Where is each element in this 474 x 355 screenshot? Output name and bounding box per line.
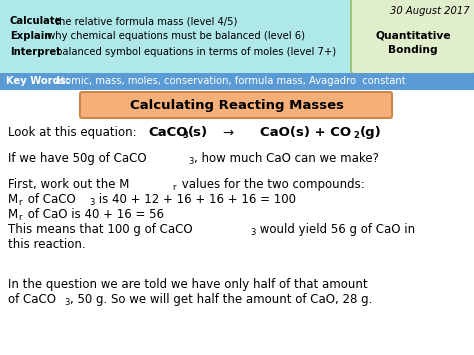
Text: 30 August 2017: 30 August 2017 — [391, 6, 470, 16]
Text: CaO(s) + CO: CaO(s) + CO — [260, 126, 351, 139]
Text: values for the two compounds:: values for the two compounds: — [178, 178, 365, 191]
Text: First, work out the M: First, work out the M — [8, 178, 129, 191]
FancyBboxPatch shape — [351, 0, 474, 74]
Text: Interpret: Interpret — [10, 47, 61, 57]
Text: 3: 3 — [89, 198, 94, 207]
Text: M: M — [8, 208, 18, 221]
Text: of CaCO: of CaCO — [24, 193, 76, 206]
Text: CaCO: CaCO — [148, 126, 188, 139]
Text: Look at this equation:: Look at this equation: — [8, 126, 140, 139]
Bar — [0, 73, 474, 90]
FancyBboxPatch shape — [0, 0, 354, 74]
Text: atomic, mass, moles, conservation, formula mass, Avagadro  constant: atomic, mass, moles, conservation, formu… — [52, 76, 406, 87]
Text: , how much CaO can we make?: , how much CaO can we make? — [194, 152, 379, 165]
Text: of CaO is 40 + 16 = 56: of CaO is 40 + 16 = 56 — [24, 208, 164, 221]
Text: this reaction.: this reaction. — [8, 238, 86, 251]
Text: Key Words:: Key Words: — [6, 76, 70, 87]
Text: Bonding: Bonding — [388, 45, 438, 55]
Text: , 50 g. So we will get half the amount of CaO, 28 g.: , 50 g. So we will get half the amount o… — [70, 293, 373, 306]
Text: 3: 3 — [64, 298, 69, 307]
Text: of CaCO: of CaCO — [8, 293, 56, 306]
Text: Quantitative: Quantitative — [375, 31, 451, 41]
Text: r: r — [18, 213, 21, 222]
Text: If we have 50g of CaCO: If we have 50g of CaCO — [8, 152, 146, 165]
Text: 2: 2 — [353, 131, 359, 140]
Text: M: M — [8, 193, 18, 206]
Text: r: r — [172, 183, 175, 192]
Text: balanced symbol equations in terms of moles (level 7+): balanced symbol equations in terms of mo… — [53, 47, 336, 57]
Text: r: r — [18, 198, 21, 207]
Text: 3: 3 — [250, 228, 255, 237]
FancyBboxPatch shape — [80, 92, 392, 118]
Text: is 40 + 12 + 16 + 16 + 16 = 100: is 40 + 12 + 16 + 16 + 16 = 100 — [95, 193, 296, 206]
Text: Calculate: Calculate — [10, 16, 63, 26]
Text: 3: 3 — [188, 157, 193, 166]
Text: Explain: Explain — [10, 31, 51, 41]
Text: (g): (g) — [360, 126, 382, 139]
Text: In the question we are told we have only half of that amount: In the question we are told we have only… — [8, 278, 368, 291]
Text: (s): (s) — [188, 126, 208, 139]
Text: 3: 3 — [182, 131, 188, 140]
Text: →: → — [222, 127, 233, 140]
Text: This means that 100 g of CaCO: This means that 100 g of CaCO — [8, 223, 192, 236]
Text: would yield 56 g of CaO in: would yield 56 g of CaO in — [256, 223, 415, 236]
Text: the relative formula mass (level 4/5): the relative formula mass (level 4/5) — [52, 16, 237, 26]
Text: Calculating Reacting Masses: Calculating Reacting Masses — [130, 98, 344, 111]
Text: why chemical equations must be balanced (level 6): why chemical equations must be balanced … — [44, 31, 305, 41]
